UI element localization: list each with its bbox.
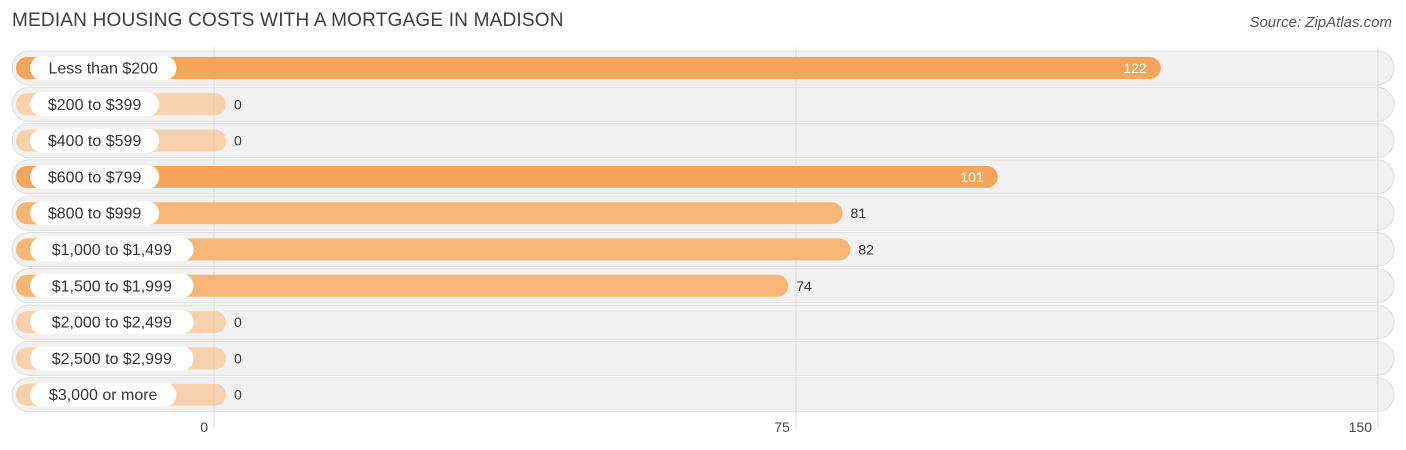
category-label: $2,000 to $2,499 — [52, 315, 172, 332]
value-label: 0 — [234, 133, 242, 149]
value-label: 0 — [234, 350, 242, 366]
chart-title: MEDIAN HOUSING COSTS WITH A MORTGAGE IN … — [12, 10, 564, 31]
category-label-pill — [30, 164, 160, 189]
category-label: $200 to $399 — [48, 97, 142, 114]
category-label: Less than $200 — [48, 61, 158, 78]
chart-source: Source: ZipAtlas.com — [1249, 14, 1392, 31]
row-track — [11, 340, 1395, 376]
x-tick-label: 150 — [1349, 419, 1373, 435]
category-label: $800 to $999 — [48, 206, 142, 223]
row-track — [11, 86, 1395, 122]
category-label-pill — [30, 237, 194, 262]
value-label: 0 — [234, 314, 242, 330]
category-label: $3,000 or more — [49, 387, 158, 404]
bar — [16, 238, 851, 261]
category-label-pill — [30, 310, 194, 335]
bar — [16, 57, 1161, 79]
x-tick-label: 75 — [774, 419, 790, 435]
category-label: $1,000 to $1,499 — [52, 242, 172, 259]
bar — [16, 165, 998, 188]
value-label: 101 — [960, 169, 984, 185]
category-label-pill — [30, 382, 177, 407]
row-track — [11, 304, 1395, 340]
row-track — [11, 123, 1395, 159]
value-label: 0 — [234, 96, 242, 112]
bar — [16, 274, 789, 297]
value-label: 74 — [796, 278, 812, 294]
category-label-pill — [30, 201, 160, 226]
value-label: 122 — [1123, 60, 1147, 76]
value-label: 82 — [858, 242, 874, 258]
category-label-pill — [30, 346, 194, 371]
category-label-pill — [30, 56, 177, 80]
category-label-pill — [30, 128, 160, 153]
value-label: 0 — [234, 387, 242, 403]
category-label: $1,500 to $1,999 — [52, 278, 172, 295]
category-label: $600 to $799 — [48, 169, 142, 186]
bar — [16, 202, 843, 225]
row-track — [11, 377, 1395, 413]
category-label-pill — [30, 273, 194, 298]
category-label: $400 to $599 — [48, 133, 142, 150]
category-label: $2,500 to $2,999 — [52, 351, 172, 368]
category-label-pill — [30, 92, 160, 117]
value-label: 81 — [851, 205, 867, 221]
x-tick-label: 0 — [200, 419, 208, 435]
